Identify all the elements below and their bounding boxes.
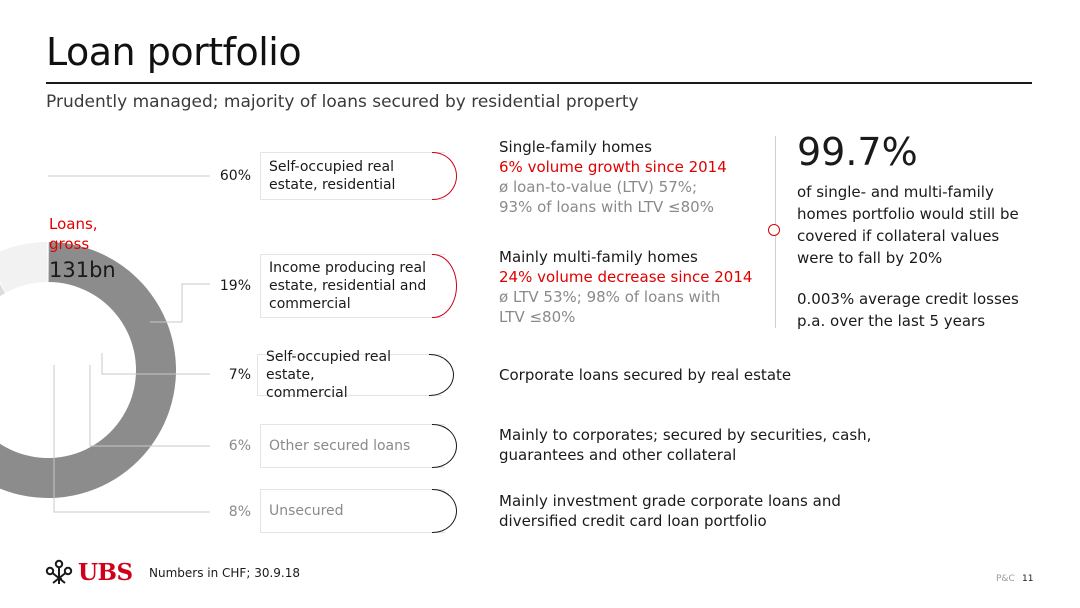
- category-box-income-producing: Income producing real estate, residentia…: [260, 254, 457, 318]
- leader-line: [150, 283, 210, 323]
- slice-value-label: 60%: [219, 168, 251, 184]
- leader-lines: [48, 175, 210, 513]
- donut-label-line-2: gross: [49, 235, 90, 253]
- credit-losses-text: 0.003% average credit losses p.a. over t…: [797, 290, 1019, 330]
- leader-line: [89, 365, 210, 447]
- donut-center-label: Loans, gross: [49, 214, 98, 254]
- category-box-unsecured: Unsecured: [260, 489, 457, 533]
- category-box-residential: Self-occupied real estate, residential: [260, 152, 457, 200]
- donut-slice: [0, 242, 176, 498]
- description-single-family: Single-family homes 6% volume growth sin…: [499, 137, 727, 217]
- category-box-other-secured: Other secured loans: [260, 424, 457, 468]
- category-label-line: estate, residential and: [269, 278, 427, 294]
- donut-center-value: 131bn: [49, 258, 116, 282]
- category-label-line: Self-occupied real estate,: [266, 349, 391, 383]
- page-subtitle: Prudently managed; majority of loans sec…: [46, 92, 639, 112]
- donut-label-line-1: Loans,: [49, 215, 98, 233]
- page-number: 11: [1022, 574, 1034, 584]
- leader-line: [53, 365, 210, 513]
- category-label-line: commercial: [269, 296, 351, 312]
- section-tag: P&C: [996, 574, 1015, 584]
- desc-line: diversified credit card loan portfolio: [499, 512, 767, 530]
- slice-value-label: 8%: [228, 504, 251, 520]
- category-label-line: estate, residential: [269, 177, 396, 193]
- desc-ltv-line: 93% of loans with LTV ≤80%: [499, 198, 714, 216]
- desc-ltv-line: LTV ≤80%: [499, 308, 576, 326]
- footnote: Numbers in CHF; 30.9.18: [149, 566, 300, 580]
- highlight-text: of single- and multi-family homes portfo…: [797, 183, 1019, 267]
- page-title: Loan portfolio: [46, 30, 302, 74]
- category-label-line: Other secured loans: [269, 438, 411, 454]
- desc-line: guarantees and other collateral: [499, 446, 737, 464]
- slice-value-label: 7%: [228, 367, 251, 383]
- desc-decrease: 24% volume decrease since 2014: [499, 268, 753, 286]
- description-other-secured: Mainly to corporates; secured by securit…: [499, 425, 871, 465]
- keys-icon: [45, 559, 73, 584]
- logo-text: UBS: [78, 558, 133, 586]
- category-label-line: commercial: [266, 385, 348, 401]
- desc-heading: Mainly multi-family homes: [499, 248, 698, 266]
- category-label-line: Income producing real: [269, 260, 426, 276]
- highlight-number: 99.7%: [797, 130, 918, 174]
- category-label-line: Unsecured: [269, 503, 344, 519]
- donut-slices: [0, 242, 176, 498]
- desc-line: Mainly to corporates; secured by securit…: [499, 426, 872, 444]
- description-unsecured: Mainly investment grade corporate loans …: [499, 491, 841, 531]
- slice-value-label: 19%: [219, 278, 251, 294]
- ubs-logo: UBS: [44, 558, 133, 586]
- circle-marker-icon: [768, 224, 780, 236]
- description-corporate-real-estate: Corporate loans secured by real estate: [499, 365, 791, 385]
- category-label-line: Self-occupied real: [269, 159, 394, 175]
- desc-growth: 6% volume growth since 2014: [499, 158, 727, 176]
- desc-ltv-line: ø loan-to-value (LTV) 57%;: [499, 178, 698, 196]
- loan-donut-chart: [0, 175, 210, 513]
- slice-value-label: 6%: [228, 438, 251, 454]
- title-divider: [46, 82, 1032, 84]
- desc-heading: Single-family homes: [499, 138, 652, 156]
- donut-slice: [0, 242, 48, 293]
- desc-line: Corporate loans secured by real estate: [499, 366, 792, 384]
- leader-line: [101, 353, 210, 375]
- desc-line: Mainly investment grade corporate loans …: [499, 492, 841, 510]
- desc-ltv-line: ø LTV 53%; 98% of loans with: [499, 288, 721, 306]
- category-box-commercial: Self-occupied real estate, commercial: [257, 349, 454, 401]
- donut-slice: [0, 283, 6, 297]
- description-multi-family: Mainly multi-family homes 24% volume dec…: [499, 247, 752, 327]
